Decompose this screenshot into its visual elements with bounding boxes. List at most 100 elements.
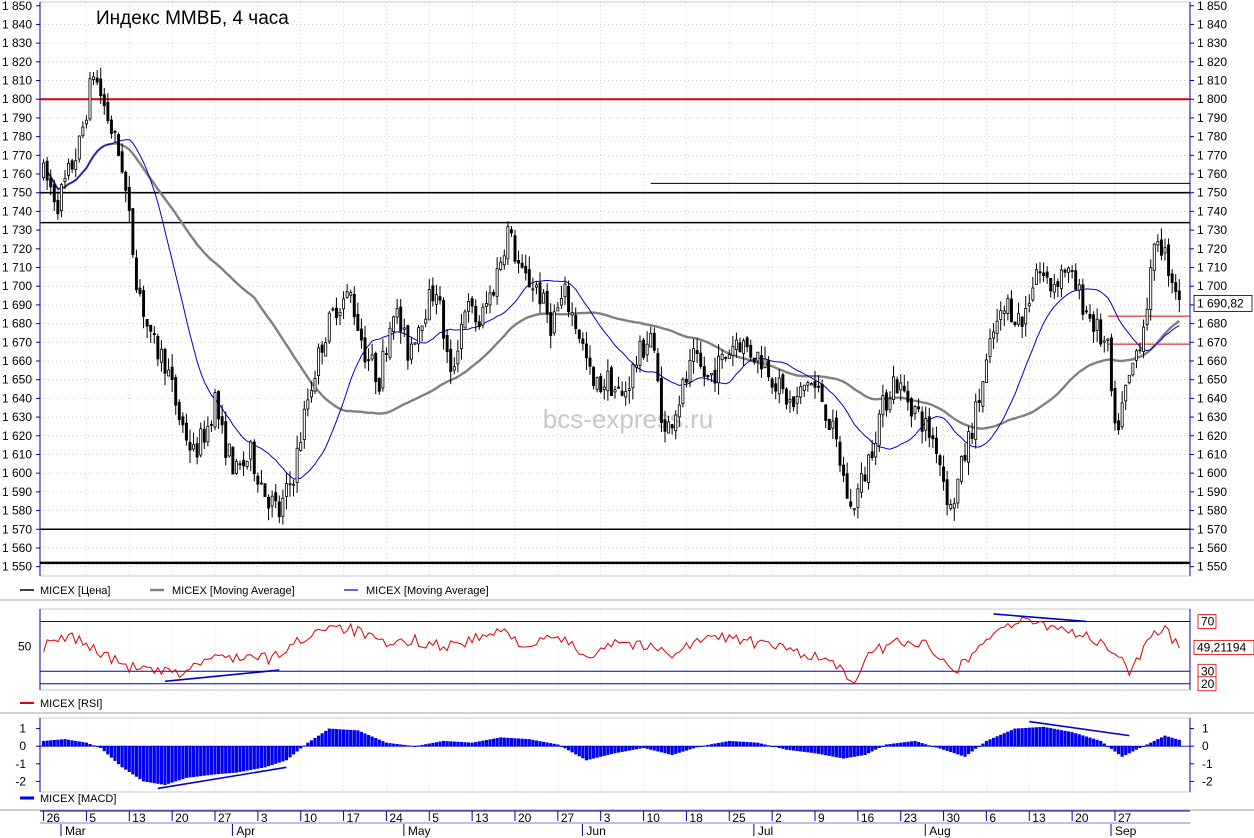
- y-tick-label-right: 1 580: [1197, 504, 1227, 518]
- price-candle: [159, 348, 163, 363]
- macd-bar: [331, 728, 335, 747]
- macd-bar: [638, 746, 642, 749]
- price-candle: [813, 381, 817, 388]
- price-candle: [567, 285, 571, 313]
- macd-bar: [224, 746, 228, 774]
- price-candle: [559, 298, 563, 306]
- macd-bar: [474, 742, 478, 747]
- price-candle: [138, 287, 142, 294]
- macd-bar: [516, 738, 521, 747]
- price-candle: [1142, 326, 1146, 352]
- price-candle: [924, 418, 928, 431]
- macd-bar: [1016, 728, 1021, 747]
- macd-bar: [816, 746, 821, 754]
- legend-macd: MICEX [MACD]: [40, 793, 116, 805]
- macd-bar: [959, 746, 964, 756]
- macd-bar: [202, 746, 206, 776]
- macd-bar: [845, 746, 849, 758]
- macd-tick-label-right: 1: [1202, 722, 1209, 736]
- y-tick-label-right: 1 570: [1197, 522, 1227, 536]
- price-candle: [488, 292, 492, 306]
- price-candle: [931, 435, 935, 440]
- macd-bar: [988, 739, 992, 747]
- macd-bar: [527, 739, 531, 747]
- price-candle: [638, 340, 642, 366]
- price-candle: [477, 321, 481, 328]
- price-candle: [1149, 267, 1153, 310]
- price-candle: [309, 389, 313, 398]
- y-tick-label-right: 1 680: [1197, 317, 1227, 331]
- price-candle: [199, 428, 203, 456]
- macd-bar: [188, 746, 192, 778]
- price-candle: [113, 130, 117, 133]
- price-candle: [406, 325, 410, 361]
- macd-bar: [406, 745, 410, 747]
- price-candle: [1131, 362, 1135, 376]
- price-candle: [545, 290, 549, 315]
- macd-bar: [499, 737, 503, 747]
- macd-bar: [1009, 730, 1014, 747]
- macd-bar: [877, 746, 881, 748]
- price-candle: [892, 376, 896, 401]
- macd-bar: [731, 741, 735, 747]
- price-candle: [1156, 241, 1160, 246]
- price-candle: [1074, 270, 1078, 290]
- price-candle: [452, 366, 456, 371]
- macd-bar: [1038, 727, 1042, 747]
- macd-bar: [841, 746, 846, 759]
- price-candle: [702, 366, 706, 377]
- price-candle: [867, 454, 871, 483]
- macd-bar: [556, 744, 560, 747]
- macd-bar: [1002, 733, 1006, 747]
- macd-bar: [899, 742, 903, 747]
- price-candle: [427, 289, 431, 321]
- price-candle: [277, 501, 281, 518]
- price-candle: [667, 421, 671, 434]
- macd-bar: [624, 746, 628, 752]
- macd-bar: [1031, 727, 1035, 747]
- price-candle: [202, 428, 206, 443]
- y-tick-label-left: 1 650: [2, 373, 32, 387]
- y-tick-label-left: 1 790: [2, 111, 32, 125]
- price-candle: [267, 496, 271, 509]
- legend-ma-long: MICEX [Moving Average]: [172, 585, 295, 597]
- price-candle: [652, 332, 656, 351]
- price-candle: [224, 421, 228, 458]
- macd-bar: [138, 746, 142, 780]
- x-day-label: 24: [389, 811, 403, 825]
- price-candle: [981, 381, 985, 407]
- macd-bar: [806, 746, 810, 753]
- macd-bar: [759, 743, 764, 747]
- macd-bar: [274, 746, 278, 764]
- macd-bar: [727, 740, 731, 747]
- macd-bar: [284, 746, 289, 761]
- x-day-label: 30: [947, 811, 961, 825]
- macd-bar: [520, 738, 524, 747]
- price-candle: [556, 307, 560, 312]
- y-tick-label-right: 1 780: [1197, 130, 1227, 144]
- y-tick-label-right: 1 610: [1197, 447, 1227, 461]
- price-candle: [459, 324, 463, 350]
- y-tick-label-right: 1 750: [1197, 186, 1227, 200]
- price-candle: [67, 162, 71, 176]
- macd-bar: [763, 744, 767, 747]
- price-candle: [1024, 308, 1028, 325]
- price-candle: [767, 360, 771, 378]
- macd-bar: [384, 742, 389, 747]
- macd-bar: [670, 746, 674, 755]
- macd-bar: [802, 746, 806, 752]
- price-candle: [1038, 271, 1042, 274]
- macd-bar: [695, 746, 699, 748]
- price-candle: [1070, 270, 1074, 272]
- macd-bar: [266, 746, 271, 767]
- y-tick-label-right: 1 770: [1197, 148, 1227, 162]
- macd-bar: [1091, 738, 1096, 747]
- macd-bar: [1095, 739, 1099, 747]
- y-tick-label-right: 1 830: [1197, 36, 1227, 50]
- price-candle: [292, 483, 296, 486]
- y-tick-label-left: 1 690: [2, 298, 32, 312]
- price-candle: [127, 187, 131, 211]
- y-tick-label-left: 1 720: [2, 242, 32, 256]
- y-tick-label-right: 1 650: [1197, 373, 1227, 387]
